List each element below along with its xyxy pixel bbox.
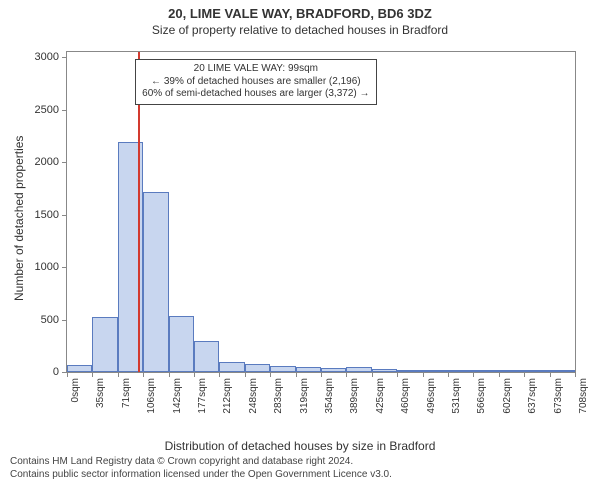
x-tick-label: 35sqm: [95, 378, 106, 408]
plot-area: 0500100015002000250030000sqm35sqm71sqm10…: [66, 51, 576, 373]
x-tick: [219, 372, 220, 377]
histogram-bar: [473, 370, 498, 372]
x-tick: [270, 372, 271, 377]
x-tick-label: 248sqm: [248, 378, 259, 414]
histogram-bar: [499, 370, 524, 372]
x-tick: [372, 372, 373, 377]
page-title-subtitle: Size of property relative to detached ho…: [0, 21, 600, 37]
y-tick-label: 2500: [35, 104, 59, 116]
histogram-bar: [219, 362, 244, 372]
callout-line: 60% of semi-detached houses are larger (…: [142, 88, 369, 101]
histogram-bar: [67, 365, 92, 372]
histogram-bar: [524, 370, 549, 372]
x-tick: [67, 372, 68, 377]
histogram-bar: [423, 370, 448, 372]
x-tick-label: 212sqm: [222, 378, 233, 414]
x-tick: [397, 372, 398, 377]
x-tick-label: 566sqm: [476, 378, 487, 414]
y-tick-label: 2000: [35, 156, 59, 168]
histogram-bar: [321, 368, 346, 372]
x-tick: [423, 372, 424, 377]
x-tick: [296, 372, 297, 377]
y-tick: [62, 320, 67, 321]
y-tick: [62, 57, 67, 58]
footer-line-2: Contains public sector information licen…: [10, 468, 590, 481]
x-tick: [194, 372, 195, 377]
x-tick: [499, 372, 500, 377]
y-tick: [62, 110, 67, 111]
x-tick-label: 637sqm: [527, 378, 538, 414]
histogram-bar: [296, 367, 321, 372]
y-tick: [62, 162, 67, 163]
y-tick-label: 1000: [35, 261, 59, 273]
y-tick: [62, 215, 67, 216]
x-tick-label: 708sqm: [578, 378, 589, 414]
x-tick: [118, 372, 119, 377]
page-title-address: 20, LIME VALE WAY, BRADFORD, BD6 3DZ: [0, 0, 600, 21]
x-tick-label: 319sqm: [299, 378, 310, 414]
y-tick-label: 1500: [35, 209, 59, 221]
x-tick-label: 142sqm: [172, 378, 183, 414]
x-tick-label: 602sqm: [502, 378, 513, 414]
x-tick-label: 531sqm: [451, 378, 462, 414]
histogram-bar: [448, 370, 473, 372]
x-tick-label: 496sqm: [426, 378, 437, 414]
callout-line: 20 LIME VALE WAY: 99sqm: [142, 63, 369, 76]
histogram-bar: [346, 367, 371, 372]
histogram-bar: [372, 369, 397, 372]
x-axis-label: Distribution of detached houses by size …: [0, 439, 600, 453]
histogram-bar: [92, 317, 117, 372]
histogram-bar: [270, 366, 295, 372]
y-tick: [62, 267, 67, 268]
x-tick: [473, 372, 474, 377]
footer-line-1: Contains HM Land Registry data © Crown c…: [10, 455, 590, 468]
x-tick: [575, 372, 576, 377]
x-tick: [448, 372, 449, 377]
x-tick-label: 389sqm: [349, 378, 360, 414]
x-tick: [245, 372, 246, 377]
histogram-bar: [397, 370, 422, 372]
attribution-footer: Contains HM Land Registry data © Crown c…: [0, 453, 600, 481]
x-tick-label: 106sqm: [146, 378, 157, 414]
x-tick-label: 71sqm: [121, 378, 132, 408]
x-tick: [169, 372, 170, 377]
y-tick-label: 3000: [35, 51, 59, 63]
x-tick-label: 283sqm: [273, 378, 284, 414]
x-tick-label: 177sqm: [197, 378, 208, 414]
x-tick: [143, 372, 144, 377]
histogram-bar: [194, 341, 219, 372]
x-tick: [550, 372, 551, 377]
x-tick-label: 354sqm: [324, 378, 335, 414]
histogram-bar: [169, 316, 194, 372]
y-tick-label: 500: [41, 314, 59, 326]
histogram-bar: [550, 370, 575, 372]
y-axis-label: Number of detached properties: [12, 136, 26, 301]
y-tick-label: 0: [53, 366, 59, 378]
chart-container: Number of detached properties 0500100015…: [0, 37, 600, 437]
x-tick-label: 425sqm: [375, 378, 386, 414]
x-tick-label: 460sqm: [400, 378, 411, 414]
x-tick: [346, 372, 347, 377]
callout-box: 20 LIME VALE WAY: 99sqm← 39% of detached…: [135, 59, 376, 105]
histogram-bar: [245, 364, 270, 372]
x-tick-label: 673sqm: [553, 378, 564, 414]
callout-line: ← 39% of detached houses are smaller (2,…: [142, 76, 369, 89]
x-tick-label: 0sqm: [70, 378, 81, 402]
x-tick: [92, 372, 93, 377]
x-tick: [321, 372, 322, 377]
x-tick: [524, 372, 525, 377]
histogram-bar: [143, 192, 168, 372]
